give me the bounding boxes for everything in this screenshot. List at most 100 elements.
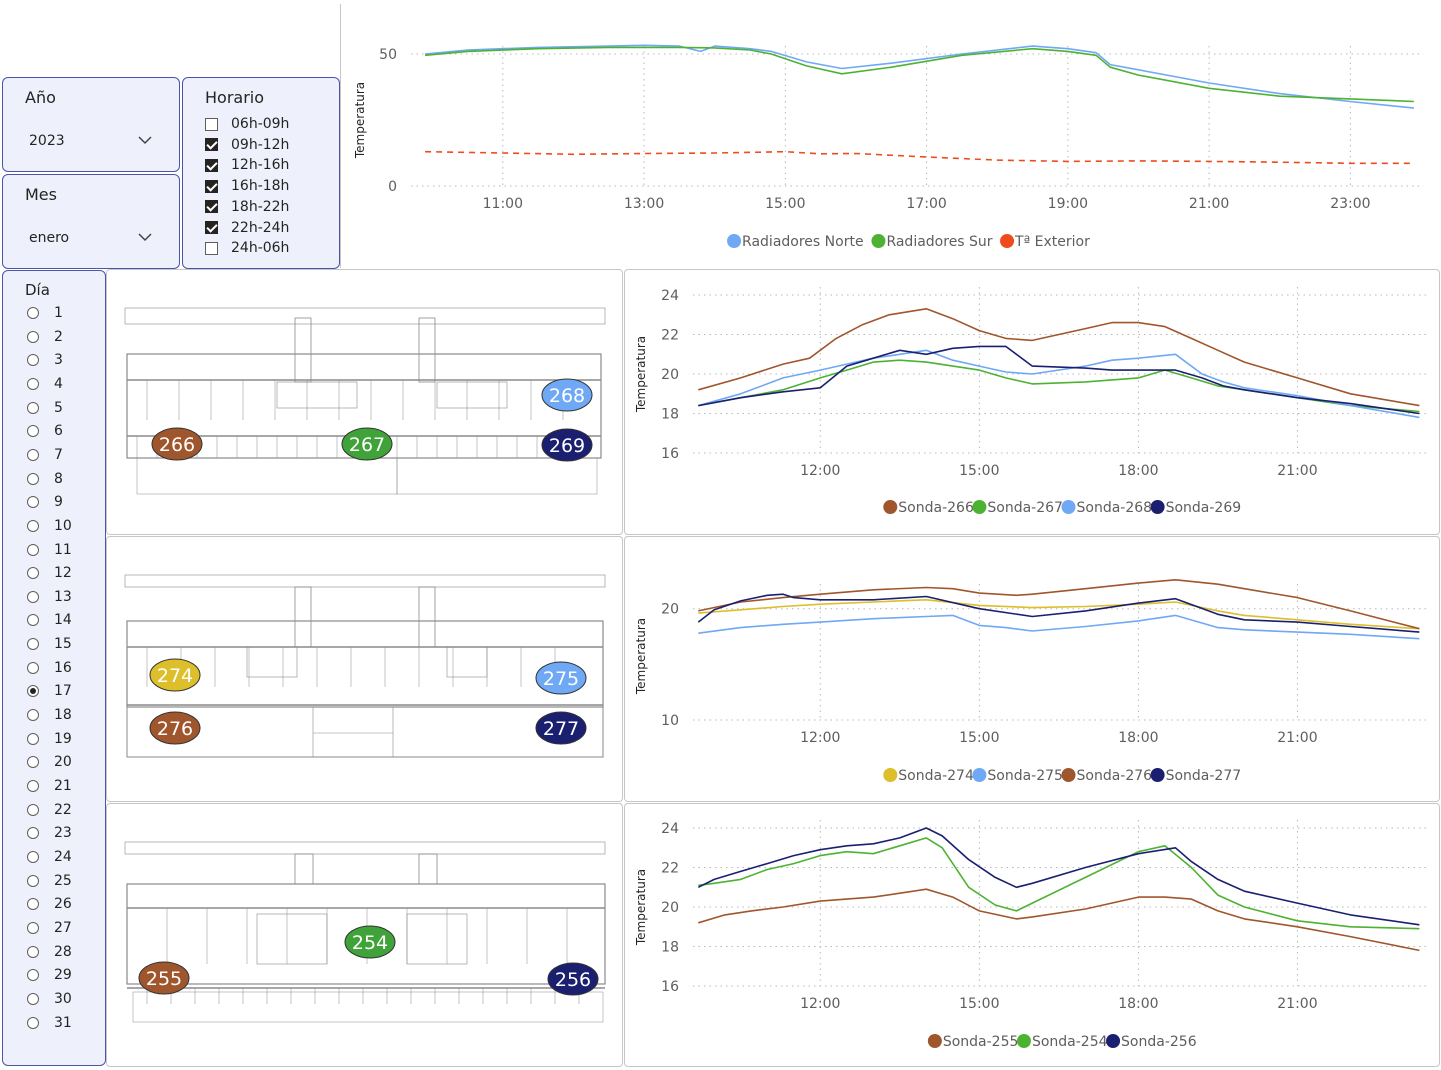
radio-button[interactable] <box>27 850 39 863</box>
day-option-23[interactable]: 23 <box>27 823 72 843</box>
day-option-22[interactable]: 22 <box>27 800 72 820</box>
checkbox[interactable] <box>205 179 218 193</box>
radio-button[interactable] <box>27 472 39 485</box>
day-option-16[interactable]: 16 <box>27 658 72 678</box>
floor-plan-2: 274 275 276 277 <box>124 574 606 758</box>
day-option-29[interactable]: 29 <box>27 965 72 985</box>
checkbox[interactable] <box>205 221 218 234</box>
day-option-4[interactable]: 4 <box>27 374 63 394</box>
day-option-13[interactable]: 13 <box>27 587 72 607</box>
wall <box>312 706 394 758</box>
day-option-17[interactable]: 17 <box>27 681 72 701</box>
radio-button[interactable] <box>27 921 39 934</box>
checkbox[interactable] <box>205 241 218 255</box>
day-option-27[interactable]: 27 <box>27 918 72 938</box>
schedule-option-12h-16h[interactable]: 12h-16h <box>205 155 289 175</box>
day-option-2[interactable]: 2 <box>27 327 63 347</box>
radio-button[interactable] <box>27 567 39 580</box>
sensor-badge-268[interactable]: 268 <box>541 378 593 412</box>
radio-button[interactable] <box>27 756 39 769</box>
y-tick-label: 50 <box>379 47 397 63</box>
day-option-1[interactable]: 1 <box>27 303 63 323</box>
y-tick-label: 20 <box>661 367 679 383</box>
schedule-option-09h-12h[interactable]: 09h-12h <box>205 135 289 155</box>
day-option-7[interactable]: 7 <box>27 445 63 465</box>
sensor-chart-panel-1: 16 18 20 22 24 12:00 15:00 18:00 21:00 Temperatur… <box>624 269 1440 535</box>
radio-button[interactable] <box>27 945 39 958</box>
radio-button[interactable] <box>27 448 39 461</box>
radio-button[interactable] <box>27 330 39 343</box>
sensor-badge-276[interactable]: 276 <box>149 711 201 745</box>
radio-button[interactable] <box>27 992 39 1005</box>
radio-button[interactable] <box>27 496 39 509</box>
radio-button[interactable] <box>27 874 39 887</box>
x-tick-label: 21:00 <box>1277 730 1317 746</box>
radio-button[interactable] <box>27 519 39 532</box>
day-option-3[interactable]: 3 <box>27 350 63 370</box>
radio-button[interactable] <box>27 661 39 674</box>
schedule-option-16h-18h[interactable]: 16h-18h <box>205 176 289 196</box>
day-option-10[interactable]: 10 <box>27 516 72 536</box>
sensor-badge-255[interactable]: 255 <box>138 961 190 995</box>
day-option-11[interactable]: 11 <box>27 540 72 560</box>
radio-button[interactable] <box>27 709 39 722</box>
sensor-badge-277[interactable]: 277 <box>535 711 587 745</box>
radio-button[interactable] <box>27 1016 39 1029</box>
day-option-24[interactable]: 24 <box>27 847 72 867</box>
day-option-28[interactable]: 28 <box>27 942 72 962</box>
day-option-label: 12 <box>54 565 72 582</box>
checkbox[interactable] <box>205 138 218 152</box>
checkbox[interactable] <box>205 158 218 172</box>
sensor-badge-274[interactable]: 274 <box>149 658 201 692</box>
schedule-option-06h-09h[interactable]: 06h-09h <box>205 114 289 134</box>
day-option-19[interactable]: 19 <box>27 729 72 749</box>
radio-button[interactable] <box>27 425 39 438</box>
day-option-5[interactable]: 5 <box>27 398 63 418</box>
schedule-option-18h-22h[interactable]: 18h-22h <box>205 197 289 217</box>
radio-button[interactable] <box>27 685 39 698</box>
day-option-9[interactable]: 9 <box>27 492 63 512</box>
schedule-option-22h-24h[interactable]: 22h-24h <box>205 218 289 238</box>
schedule-option-24h-06h[interactable]: 24h-06h <box>205 238 289 258</box>
radio-button[interactable] <box>27 638 39 651</box>
day-option-label: 17 <box>54 683 72 700</box>
day-option-14[interactable]: 14 <box>27 610 72 630</box>
radio-button[interactable] <box>27 898 39 911</box>
sensor-badge-269[interactable]: 269 <box>541 428 593 462</box>
radio-button[interactable] <box>27 590 39 603</box>
day-option-31[interactable]: 31 <box>27 1013 72 1033</box>
day-option-8[interactable]: 8 <box>27 469 63 489</box>
day-option-18[interactable]: 18 <box>27 705 72 725</box>
checkbox[interactable] <box>205 117 218 131</box>
radio-button[interactable] <box>27 827 39 840</box>
day-option-6[interactable]: 6 <box>27 421 63 441</box>
radio-button[interactable] <box>27 354 39 367</box>
day-option-26[interactable]: 26 <box>27 894 72 914</box>
x-tick-label: 21:00 <box>1277 996 1317 1012</box>
radio-button[interactable] <box>27 307 39 319</box>
sensor-chart-panel-2: 10 20 12:00 15:00 18:00 21:00 Temperatura Sonda… <box>624 536 1440 802</box>
radio-button[interactable] <box>27 543 39 556</box>
day-option-20[interactable]: 20 <box>27 752 72 772</box>
checkbox[interactable] <box>205 200 218 214</box>
sensor-badge-254[interactable]: 254 <box>344 925 396 959</box>
sensor-badge-267[interactable]: 267 <box>341 427 393 461</box>
sensor-badge-266[interactable]: 266 <box>151 427 203 461</box>
sensor-badge-256[interactable]: 256 <box>547 962 599 996</box>
day-option-25[interactable]: 25 <box>27 871 72 891</box>
radio-button[interactable] <box>27 969 39 982</box>
radio-button[interactable] <box>27 401 39 414</box>
radio-button[interactable] <box>27 377 39 390</box>
radio-button[interactable] <box>27 732 39 745</box>
year-dropdown[interactable]: 2023 <box>19 124 163 158</box>
sensor-badge-275[interactable]: 275 <box>535 661 587 695</box>
legend-marker <box>883 500 898 514</box>
month-dropdown[interactable]: enero <box>19 221 163 255</box>
day-option-21[interactable]: 21 <box>27 776 72 796</box>
day-option-15[interactable]: 15 <box>27 634 72 654</box>
day-option-30[interactable]: 30 <box>27 989 72 1009</box>
radio-button[interactable] <box>27 780 39 792</box>
day-option-12[interactable]: 12 <box>27 563 72 583</box>
radio-button[interactable] <box>27 803 39 816</box>
radio-button[interactable] <box>27 614 39 627</box>
